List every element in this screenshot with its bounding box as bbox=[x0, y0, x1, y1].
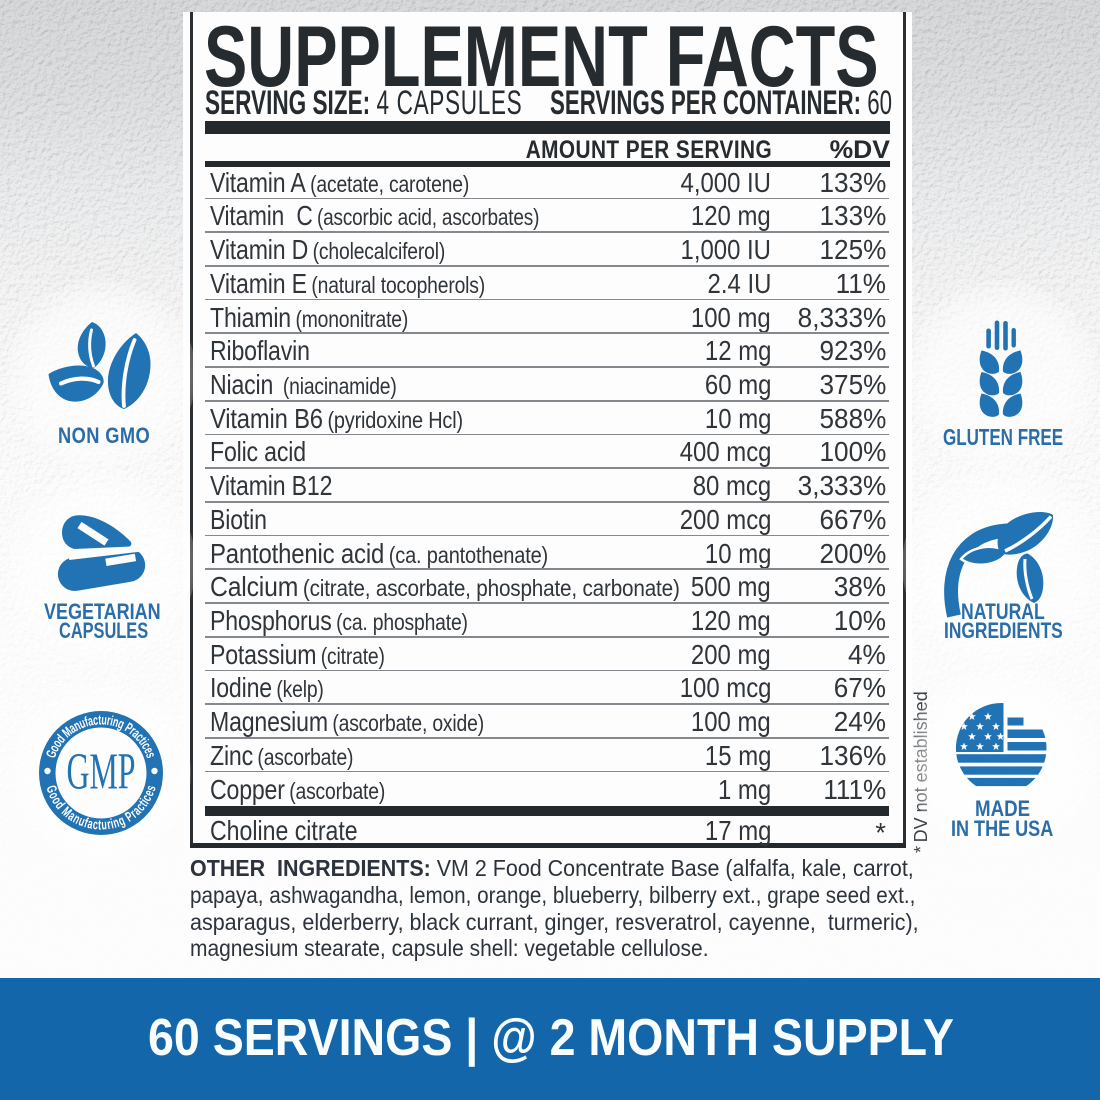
svg-text:i: i bbox=[109, 714, 115, 730]
svg-text:r: r bbox=[106, 713, 112, 729]
svg-text:i: i bbox=[137, 737, 151, 748]
svg-text:a: a bbox=[86, 816, 94, 832]
svg-text:GMP: GMP bbox=[67, 744, 136, 801]
svg-text:t: t bbox=[98, 818, 101, 834]
svg-text:n: n bbox=[111, 815, 121, 831]
svg-text:c: c bbox=[92, 817, 99, 833]
svg-text:r: r bbox=[106, 817, 112, 833]
svg-text:s: s bbox=[143, 783, 159, 793]
svg-text:f: f bbox=[82, 815, 89, 831]
svg-text:i: i bbox=[109, 816, 115, 832]
svg-text:e: e bbox=[141, 788, 157, 799]
svg-text:o: o bbox=[46, 790, 62, 802]
svg-text:a: a bbox=[87, 713, 95, 729]
svg-text:u: u bbox=[101, 817, 107, 833]
svg-text:t: t bbox=[98, 713, 101, 729]
svg-text:n: n bbox=[111, 714, 121, 730]
svg-text:g: g bbox=[116, 716, 127, 732]
svg-text:n: n bbox=[71, 718, 83, 734]
svg-text:u: u bbox=[77, 716, 88, 732]
svg-text:t: t bbox=[136, 798, 150, 810]
svg-text:c: c bbox=[92, 713, 99, 729]
svg-text:i: i bbox=[138, 796, 152, 807]
svg-text:g: g bbox=[116, 813, 127, 829]
svg-text:G: G bbox=[43, 784, 60, 795]
svg-text:u: u bbox=[101, 713, 107, 729]
svg-text:s: s bbox=[142, 750, 158, 760]
svg-text:t: t bbox=[135, 734, 149, 746]
svg-text:u: u bbox=[76, 813, 87, 829]
svg-text:e: e bbox=[141, 745, 157, 756]
svg-text:f: f bbox=[83, 714, 90, 730]
